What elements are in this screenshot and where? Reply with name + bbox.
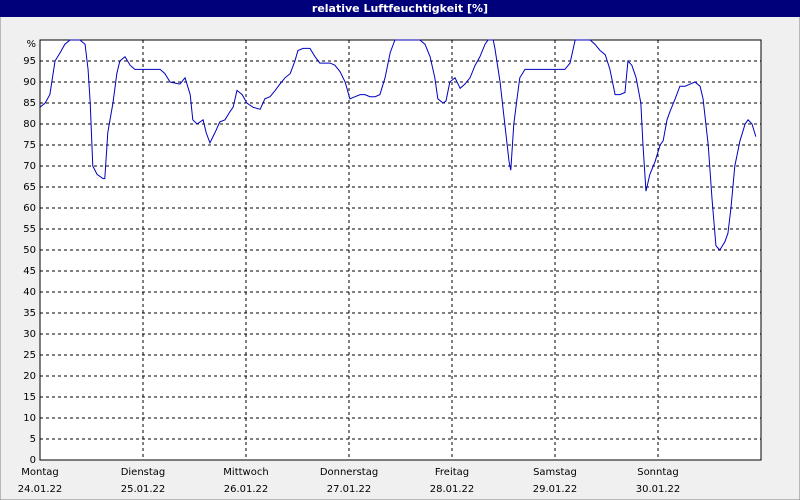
data-line xyxy=(39,39,757,251)
y-tick-label: 0 xyxy=(30,455,36,466)
y-tick-label: 65 xyxy=(23,182,36,193)
x-tick-date: 30.01.22 xyxy=(636,484,681,495)
x-tick-date: 25.01.22 xyxy=(121,484,166,495)
y-tick-label: 50 xyxy=(23,245,36,256)
y-tick-label: 95 xyxy=(23,56,36,67)
x-tick-date: 29.01.22 xyxy=(533,484,578,495)
x-tick-date: 28.01.22 xyxy=(430,484,475,495)
x-tick-date: 24.01.22 xyxy=(18,484,63,495)
x-tick-label: Mittwoch xyxy=(223,467,268,478)
y-tick-label: % xyxy=(26,39,36,50)
x-tick-label: Freitag xyxy=(435,467,469,478)
y-tick-label: 10 xyxy=(23,413,36,424)
y-tick-label: 20 xyxy=(23,371,36,382)
x-tick-label: Montag xyxy=(21,467,58,478)
y-tick-label: 25 xyxy=(23,350,36,361)
y-tick-label: 35 xyxy=(23,308,36,319)
x-tick-date: 27.01.22 xyxy=(327,484,372,495)
y-tick-label: 30 xyxy=(23,329,36,340)
y-tick-label: 90 xyxy=(23,77,36,88)
x-tick-label: Sonntag xyxy=(637,467,679,478)
y-tick-label: 60 xyxy=(23,203,36,214)
x-tick-label: Donnerstag xyxy=(320,467,378,478)
y-tick-label: 80 xyxy=(23,119,36,130)
x-tick-date: 26.01.22 xyxy=(224,484,269,495)
y-tick-label: 5 xyxy=(30,434,36,445)
y-tick-label: 55 xyxy=(23,224,36,235)
x-tick-label: Samstag xyxy=(533,467,577,478)
title-bar xyxy=(0,0,800,17)
y-tick-label: 40 xyxy=(23,287,36,298)
y-tick-label: 75 xyxy=(23,140,36,151)
x-tick-label: Dienstag xyxy=(121,467,166,478)
y-tick-label: 85 xyxy=(23,98,36,109)
y-tick-label: 15 xyxy=(23,392,36,403)
y-tick-label: 70 xyxy=(23,161,36,172)
y-tick-label: 45 xyxy=(23,266,36,277)
chart-title: relative Luftfeuchtigkeit [%] xyxy=(312,2,488,15)
